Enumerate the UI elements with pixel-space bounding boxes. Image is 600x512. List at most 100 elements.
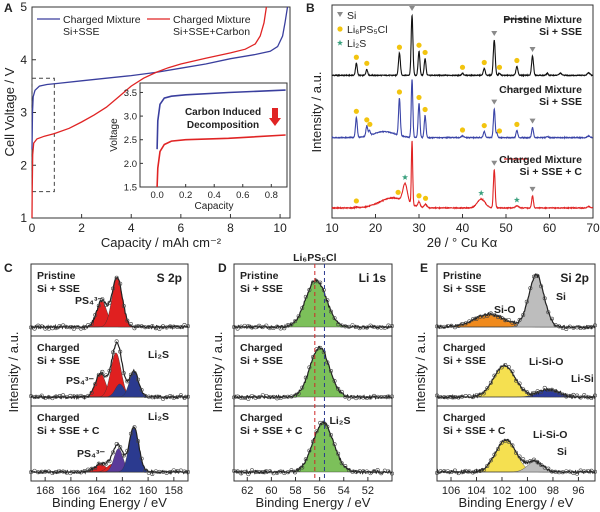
peak-marker-triangle-down — [529, 118, 536, 124]
peak-marker-triangle-down — [529, 47, 536, 53]
peak-marker-circle — [364, 60, 370, 66]
data-point — [111, 286, 116, 291]
x-tick-label: 96 — [572, 485, 584, 497]
data-point — [346, 324, 351, 329]
data-point — [481, 314, 486, 319]
inset-y-tick-label: 3.5 — [124, 88, 137, 99]
data-point — [239, 324, 244, 329]
inset-x-tick-label: 0.4 — [208, 190, 221, 201]
x-axis-label: 2θ / ° Cu Kα — [427, 235, 498, 250]
data-point — [546, 310, 551, 315]
data-point — [128, 322, 133, 327]
component-label: Si — [557, 446, 567, 458]
data-point — [339, 323, 344, 328]
data-point — [478, 469, 483, 474]
data-point — [503, 438, 508, 443]
data-point — [118, 445, 123, 450]
data-point — [364, 469, 369, 474]
y-axis-label: Cell Voltage / V — [2, 67, 17, 156]
data-point — [445, 469, 450, 474]
data-point — [517, 454, 522, 459]
x-tick-label: 158 — [165, 485, 183, 497]
data-point — [139, 388, 144, 393]
data-point — [39, 324, 44, 329]
data-point — [32, 468, 37, 473]
data-point — [128, 431, 133, 436]
peak-marker-triangle-down — [491, 99, 498, 105]
data-point — [488, 311, 493, 316]
inset-y-tick-label: 1.5 — [124, 183, 137, 194]
data-point — [528, 392, 533, 397]
peak-marker-circle — [514, 57, 520, 64]
legend-marker-triangle-down — [337, 12, 343, 17]
data-point — [143, 393, 148, 398]
data-point — [82, 395, 87, 400]
sample-label: Si + SSE — [240, 283, 283, 295]
data-point — [346, 396, 351, 401]
data-point — [582, 393, 587, 398]
data-point — [492, 313, 497, 318]
peak-marker-circle — [422, 49, 428, 56]
legend-marker-circle — [337, 26, 343, 32]
peak-marker-circle — [416, 94, 422, 101]
spectrum-envelope — [233, 345, 393, 400]
data-point — [303, 294, 308, 299]
data-point — [146, 325, 151, 330]
data-point — [249, 393, 254, 398]
data-point — [354, 324, 359, 329]
data-point — [125, 318, 130, 323]
y-tick-label: 5 — [20, 0, 27, 14]
data-point — [139, 324, 144, 329]
x-tick-label: 56 — [314, 485, 326, 497]
data-point — [239, 471, 244, 476]
data-point — [328, 368, 333, 373]
data-point — [161, 396, 166, 401]
data-point — [260, 325, 265, 330]
peak-marker-circle — [496, 128, 503, 134]
data-point — [549, 387, 554, 392]
data-point — [39, 393, 44, 398]
down-arrow-icon — [269, 108, 281, 126]
data-point — [343, 394, 348, 399]
data-point — [168, 394, 173, 399]
data-point — [510, 369, 515, 374]
data-point — [107, 368, 112, 373]
data-point — [146, 470, 151, 475]
data-point — [343, 464, 348, 469]
data-point — [492, 452, 497, 457]
data-point — [171, 395, 176, 400]
data-point — [82, 326, 87, 331]
data-point — [75, 325, 80, 330]
x-tick-label: 20 — [369, 221, 383, 235]
data-point — [513, 450, 518, 455]
peak-marker-circle — [481, 122, 487, 129]
legend-label: Si+SSE — [63, 26, 99, 38]
data-point — [50, 471, 55, 476]
legend-label: Si+SSE+Carbon — [173, 26, 250, 38]
data-point — [535, 274, 540, 279]
sample-label: Pristine — [240, 270, 279, 282]
data-point — [560, 392, 565, 397]
data-point — [318, 280, 323, 285]
x-tick-label: 0 — [29, 221, 36, 235]
data-point — [524, 460, 529, 465]
data-point — [107, 300, 112, 305]
data-point — [535, 460, 540, 465]
data-point — [592, 393, 597, 398]
data-point — [481, 391, 486, 396]
data-point — [467, 469, 472, 474]
data-point — [442, 324, 447, 329]
reference-label: Li₆PS₅Cl — [293, 252, 337, 264]
data-point — [499, 440, 504, 445]
data-point — [503, 363, 508, 368]
data-point — [296, 467, 301, 472]
series-label: Si + SSE — [539, 26, 582, 38]
reference-label: Li₂S — [329, 415, 350, 427]
data-point — [275, 470, 280, 475]
inset-annotation: Carbon Induced — [185, 107, 261, 118]
data-point — [332, 442, 337, 447]
data-point — [496, 369, 501, 374]
data-point — [354, 469, 359, 474]
x-axis-label: Binding Energy / eV — [459, 495, 574, 510]
data-point — [96, 303, 101, 308]
